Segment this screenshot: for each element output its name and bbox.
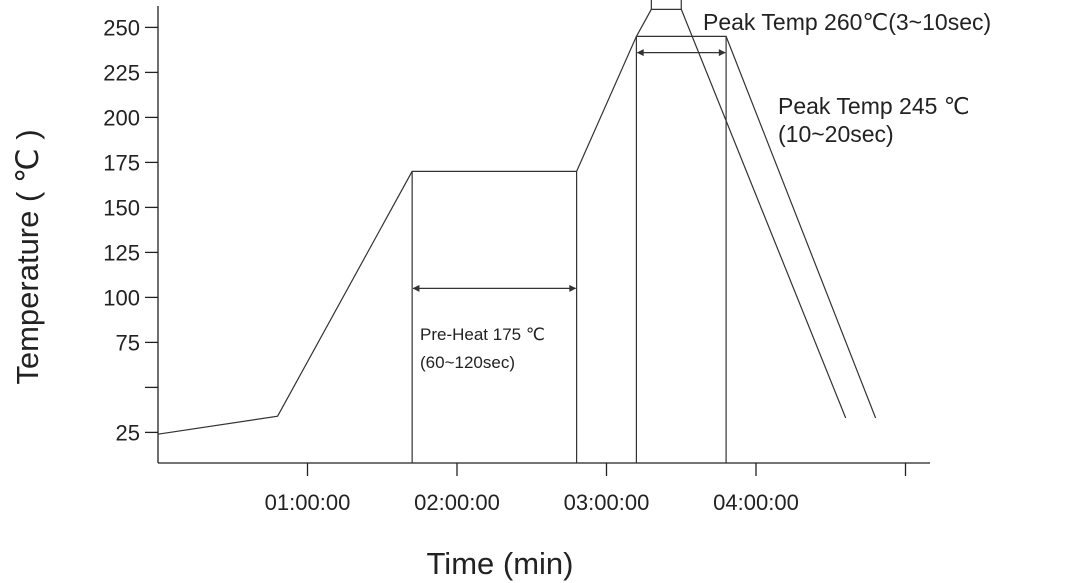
x-tick-label: 02:00:00 — [414, 490, 500, 515]
x-tick-label: 01:00:00 — [265, 490, 351, 515]
y-tick-label: 225 — [103, 60, 140, 85]
y-tick-label: 150 — [103, 195, 140, 220]
profile-line-1 — [157, 8, 847, 435]
preheat-label-line1: Pre-Heat 175 ℃ — [420, 325, 545, 344]
chart-series — [157, 8, 877, 435]
chart-axes — [157, 6, 930, 464]
y-tick-label: 75 — [116, 330, 140, 355]
y-tick-label: 250 — [103, 15, 140, 40]
y-tick-label: 125 — [103, 240, 140, 265]
profile-line-2 — [636, 35, 877, 419]
chart-annotations — [412, 49, 726, 292]
y-tick-label: 200 — [103, 105, 140, 130]
x-tick-label: 03:00:00 — [564, 490, 650, 515]
peak260-label: Peak Temp 260℃(3~10sec) — [703, 9, 991, 35]
preheat-label-line2: (60~120sec) — [420, 353, 515, 372]
y-axis-title: Temperature ( ℃ ) — [10, 129, 45, 384]
y-tick-label: 100 — [103, 285, 140, 310]
chart-ticks: 25 75 100 125 150 175 200 225 250 01:00:00 02:00:0… — [103, 15, 907, 515]
y-tick-label: 25 — [116, 420, 140, 445]
peak245-label-line2: (10~20sec) — [778, 121, 894, 147]
chart-guides — [411, 0, 727, 463]
x-tick-label: 04:00:00 — [713, 490, 799, 515]
y-tick-label: 175 — [103, 150, 140, 175]
x-axis-title: Time (min) — [427, 546, 574, 581]
peak245-label-line1: Peak Temp 245 ℃ — [778, 93, 970, 119]
